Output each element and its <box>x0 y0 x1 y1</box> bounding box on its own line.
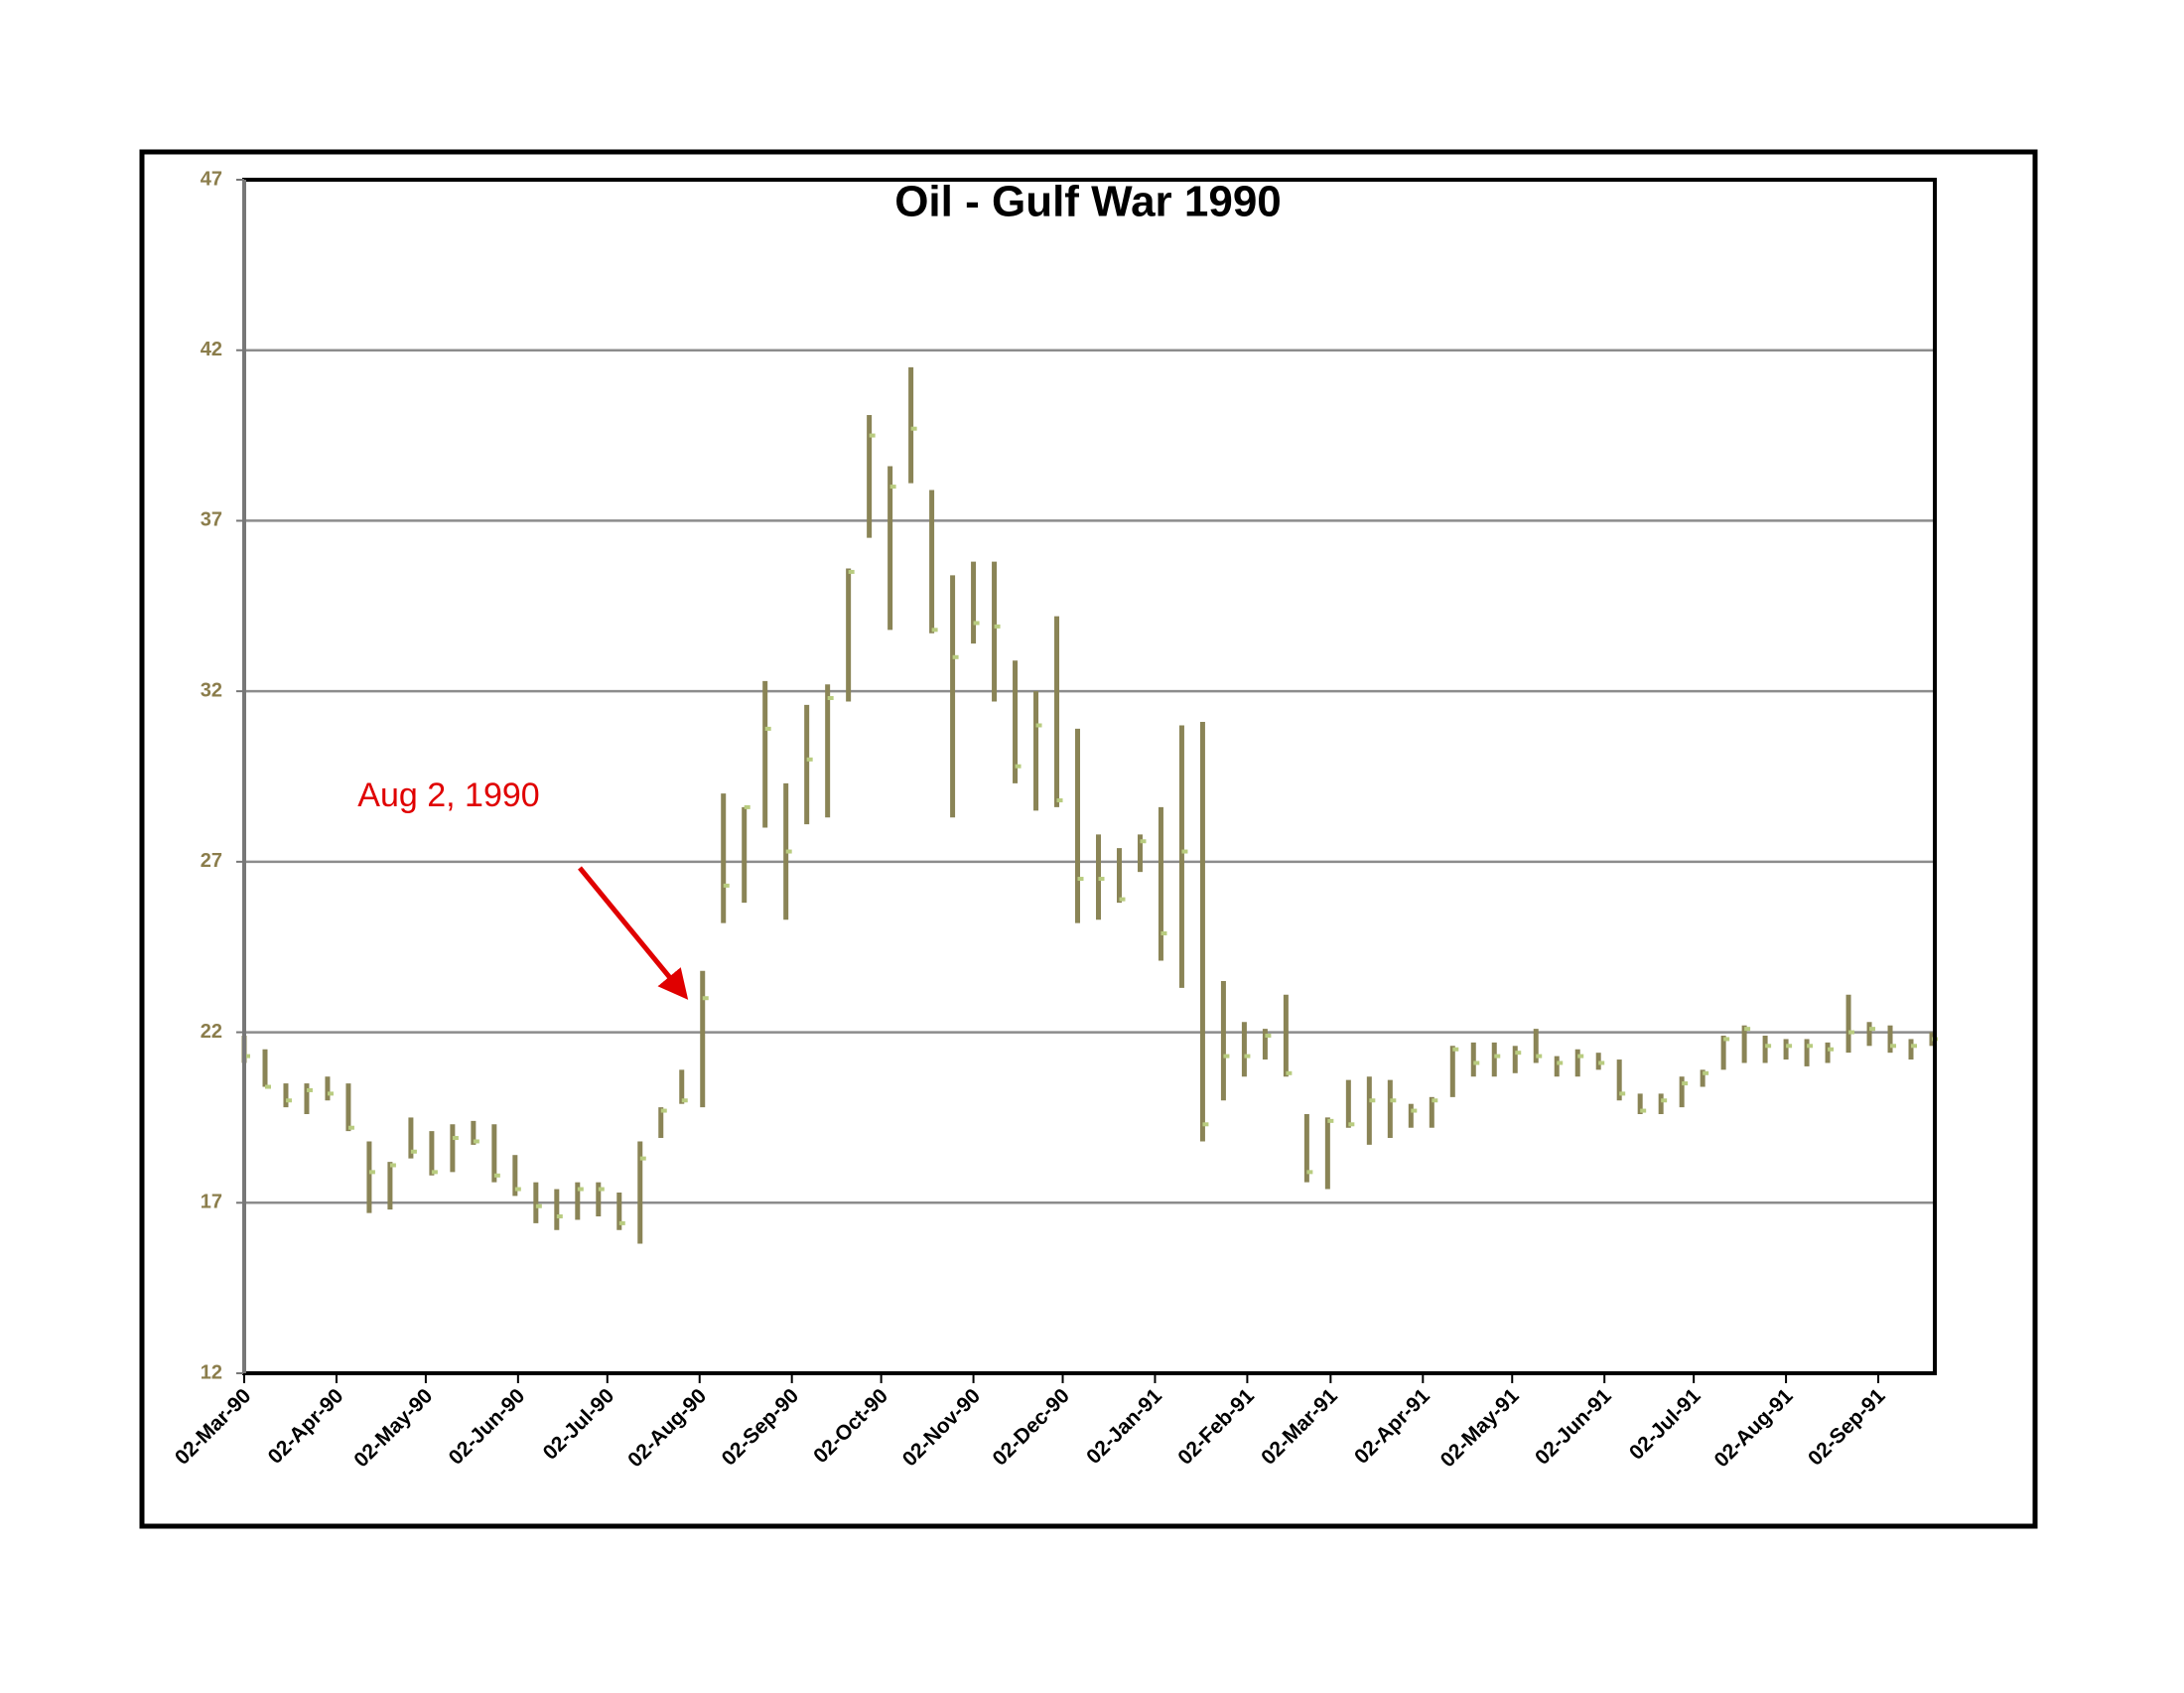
y-tick-label: 32 <box>201 679 222 701</box>
chart-frame <box>139 149 2038 1529</box>
grid <box>244 178 1935 1375</box>
y-tick-label: 42 <box>201 339 222 360</box>
marks <box>241 366 1939 1244</box>
y-tick-label: 37 <box>201 509 222 531</box>
y-tick-label: 27 <box>201 850 222 872</box>
chart-title: Oil - Gulf War 1990 <box>894 178 1282 226</box>
y-tick-label: 22 <box>201 1021 222 1043</box>
annotation-arrow <box>578 866 689 1000</box>
annotation: Aug 2, 1990 <box>357 776 539 814</box>
y-tick-label: 12 <box>201 1361 222 1383</box>
y-tick-label: 17 <box>201 1192 222 1213</box>
y-tick-label: 47 <box>201 168 222 190</box>
